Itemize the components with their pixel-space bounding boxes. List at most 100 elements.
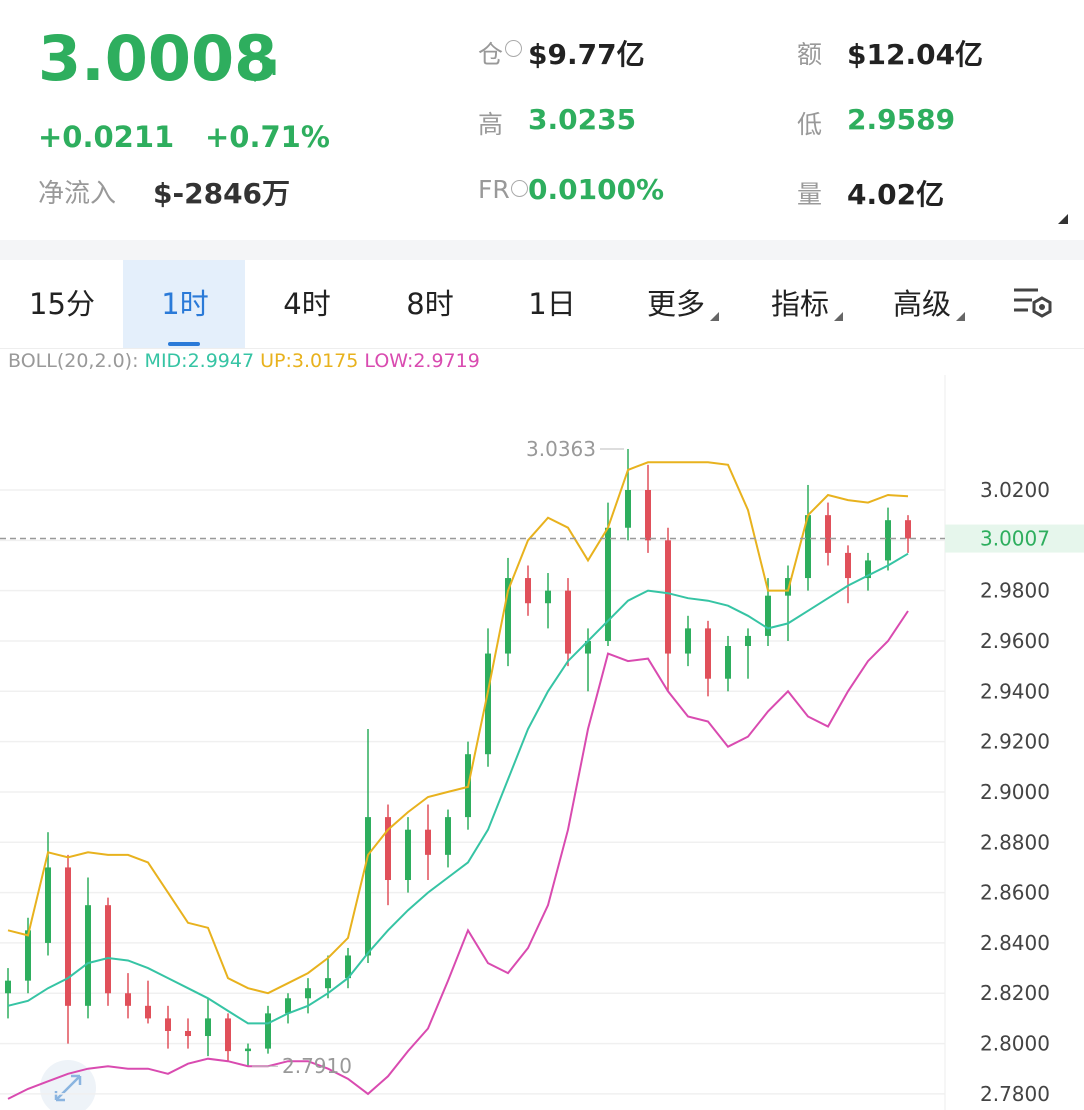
candle-body bbox=[325, 978, 331, 989]
stat-label: 量 bbox=[797, 180, 823, 209]
candle-body bbox=[305, 988, 311, 999]
candle-body bbox=[525, 578, 531, 604]
y-tick-label: 3.0200 bbox=[980, 478, 1050, 502]
candle-body bbox=[125, 993, 131, 1006]
y-tick-label: 2.9000 bbox=[980, 780, 1050, 804]
y-tick-label: 2.9200 bbox=[980, 730, 1050, 754]
legend-mid: MID:2.9947 bbox=[144, 350, 255, 372]
candle-body bbox=[425, 829, 431, 855]
candle-body bbox=[225, 1018, 231, 1052]
stat-value: 0.0100% bbox=[528, 173, 665, 206]
info-icon bbox=[505, 40, 522, 57]
y-tick-label: 2.9400 bbox=[980, 679, 1050, 703]
y-tick-label: 2.8400 bbox=[980, 931, 1050, 955]
timeframe-tab[interactable]: 1时 bbox=[161, 287, 209, 321]
fullscreen-button[interactable] bbox=[40, 1060, 96, 1110]
timeframe-tab[interactable]: 15分 bbox=[29, 287, 95, 321]
candle-body bbox=[745, 635, 751, 647]
candle-body bbox=[685, 628, 691, 654]
candle-body bbox=[265, 1013, 271, 1049]
candle-body bbox=[705, 628, 711, 679]
candle-body bbox=[345, 955, 351, 979]
dropdown-caret bbox=[834, 312, 843, 321]
candle-body bbox=[905, 520, 911, 539]
candle-body bbox=[165, 1018, 171, 1031]
candle-body bbox=[365, 817, 371, 956]
info-icon bbox=[511, 180, 528, 197]
candle-body bbox=[105, 905, 111, 994]
candle-body bbox=[805, 515, 811, 579]
timeframe-tab[interactable]: 高级 bbox=[892, 287, 951, 321]
candle-body bbox=[185, 1030, 191, 1037]
max-label: 3.0363 bbox=[526, 437, 596, 461]
up-arrow-icon bbox=[252, 59, 276, 83]
dropdown-caret bbox=[710, 312, 719, 321]
timeframe-tab[interactable]: 指标 bbox=[770, 287, 829, 321]
candle-body bbox=[385, 817, 391, 881]
candle-body bbox=[485, 653, 491, 755]
active-tab-bg bbox=[123, 260, 245, 348]
candle-body bbox=[605, 527, 611, 641]
stat-label: 额 bbox=[797, 40, 823, 69]
candle-body bbox=[85, 905, 91, 1006]
candle-body bbox=[665, 540, 671, 654]
boll-line bbox=[7, 552, 909, 1025]
timeframe-tab[interactable]: 4时 bbox=[283, 287, 331, 321]
expand-corner[interactable] bbox=[1056, 212, 1070, 226]
stat-value: $9.77亿 bbox=[528, 38, 645, 71]
candle-body bbox=[65, 867, 71, 1006]
candle-body bbox=[505, 578, 511, 654]
candle-body bbox=[645, 489, 651, 541]
candle-body bbox=[865, 560, 871, 579]
timeframe-tab[interactable]: 8时 bbox=[406, 287, 454, 321]
candle-body bbox=[765, 595, 771, 636]
candle-body bbox=[25, 930, 31, 981]
y-tick-label: 2.8000 bbox=[980, 1032, 1050, 1056]
stat-label: 低 bbox=[797, 110, 823, 139]
candle-body bbox=[145, 1005, 151, 1019]
stat-label: FR bbox=[478, 175, 510, 204]
current-price-label: 3.0007 bbox=[980, 527, 1050, 551]
y-tick-label: 2.8800 bbox=[980, 830, 1050, 854]
candle-body bbox=[245, 1048, 251, 1052]
price-change-pct: +0.71% bbox=[205, 120, 330, 154]
candle-body bbox=[545, 590, 551, 604]
active-tab-indicator bbox=[168, 342, 200, 346]
price-change: +0.0211 bbox=[38, 120, 175, 154]
stat-value: 2.9589 bbox=[847, 103, 956, 136]
current-price-box bbox=[945, 524, 1084, 553]
net-inflow-value: $-2846万 bbox=[153, 177, 291, 210]
candle-body bbox=[625, 489, 631, 528]
timeframe-tab[interactable]: 更多 bbox=[646, 287, 705, 321]
net-inflow-label: 净流入 bbox=[38, 179, 117, 209]
candle-body bbox=[885, 520, 891, 561]
indicator-name: BOLL(20,2.0): bbox=[8, 350, 139, 372]
fullscreen-icon bbox=[54, 1074, 82, 1102]
candle-body bbox=[5, 980, 11, 994]
indicator-legend: BOLL(20,2.0): MID:2.9947 UP:3.0175 LOW:2… bbox=[8, 350, 480, 372]
legend-up: UP:3.0175 bbox=[260, 350, 359, 372]
candle-body bbox=[845, 552, 851, 579]
chart-settings-icon[interactable] bbox=[1012, 286, 1054, 322]
candle-body bbox=[45, 867, 51, 943]
candle-body bbox=[285, 998, 291, 1014]
last-price: 3.0008 bbox=[38, 22, 278, 95]
y-tick-label: 2.8200 bbox=[980, 981, 1050, 1005]
separator bbox=[0, 348, 1084, 349]
y-tick-label: 2.7800 bbox=[980, 1082, 1050, 1106]
candle-body bbox=[585, 640, 591, 654]
y-tick-label: 2.9800 bbox=[980, 579, 1050, 603]
stat-label: 高 bbox=[478, 110, 504, 139]
y-tick-label: 2.9600 bbox=[980, 629, 1050, 653]
min-label: 2.7910 bbox=[282, 1054, 352, 1078]
timeframe-tab[interactable]: 1日 bbox=[528, 287, 576, 321]
candle-body bbox=[445, 817, 451, 855]
stat-value: 4.02亿 bbox=[847, 178, 945, 211]
boll-line bbox=[7, 461, 909, 995]
candle-body bbox=[725, 646, 731, 679]
divider bbox=[0, 240, 1084, 260]
stat-label: 仓 bbox=[478, 40, 504, 69]
stat-value: 3.0235 bbox=[528, 103, 637, 136]
y-tick-label: 2.8600 bbox=[980, 881, 1050, 905]
